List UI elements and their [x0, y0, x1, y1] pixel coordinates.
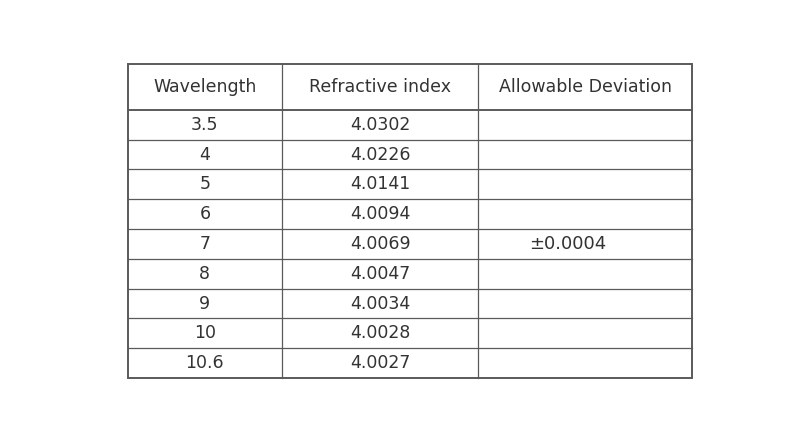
- Text: 4.0028: 4.0028: [350, 324, 410, 343]
- Text: 5: 5: [199, 175, 210, 193]
- Text: 8: 8: [199, 265, 210, 283]
- Text: ±0.0004: ±0.0004: [530, 235, 606, 253]
- Text: 4.0094: 4.0094: [350, 205, 410, 223]
- Text: 7: 7: [199, 235, 210, 253]
- Text: Wavelength: Wavelength: [153, 78, 257, 96]
- Text: 4: 4: [199, 145, 210, 163]
- Text: 3.5: 3.5: [191, 116, 218, 134]
- Text: 4.0302: 4.0302: [350, 116, 410, 134]
- Text: Allowable Deviation: Allowable Deviation: [498, 78, 672, 96]
- Text: 4.0141: 4.0141: [350, 175, 410, 193]
- Text: 6: 6: [199, 205, 210, 223]
- Text: 4.0027: 4.0027: [350, 354, 410, 372]
- Text: 4.0226: 4.0226: [350, 145, 410, 163]
- Text: 4.0069: 4.0069: [350, 235, 410, 253]
- Text: 4.0034: 4.0034: [350, 294, 410, 313]
- Text: 9: 9: [199, 294, 210, 313]
- Text: 10: 10: [194, 324, 216, 343]
- Text: 4.0047: 4.0047: [350, 265, 410, 283]
- Text: 10.6: 10.6: [186, 354, 224, 372]
- Text: Refractive index: Refractive index: [309, 78, 451, 96]
